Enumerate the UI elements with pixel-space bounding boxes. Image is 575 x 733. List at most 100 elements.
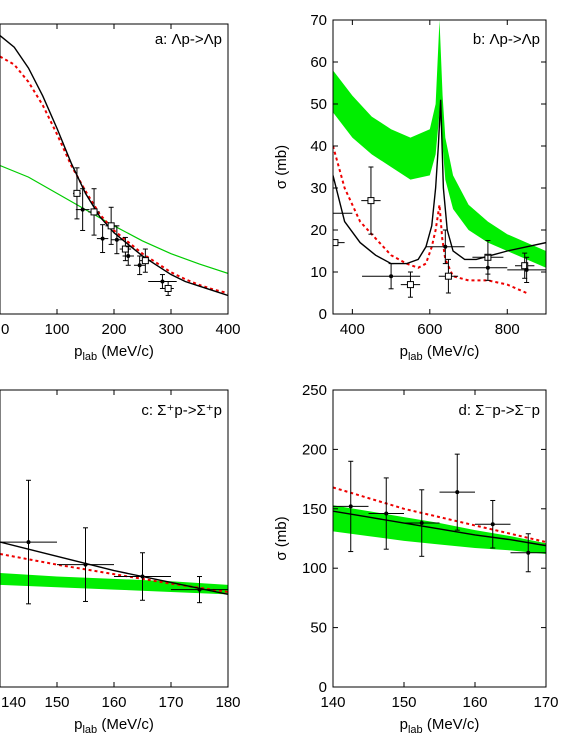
- plot-frame: [332, 389, 547, 688]
- uncertainty-band: [333, 20, 546, 268]
- x-tick-label: 180: [215, 694, 240, 711]
- dot-marker: [524, 267, 529, 272]
- y-tick-label: 30: [310, 180, 327, 197]
- square-marker: [107, 222, 115, 230]
- dot-marker: [389, 274, 394, 279]
- data-point: [333, 239, 345, 247]
- plot-frame: [0, 23, 229, 315]
- panel-title: d: Σ⁻p->Σ⁻p: [459, 402, 541, 419]
- data-point: [122, 246, 134, 266]
- data-point: [333, 460, 369, 553]
- data-point: [425, 229, 465, 265]
- green-curve: [0, 164, 228, 274]
- data-point: [475, 499, 511, 549]
- y-tick-label: 0: [319, 306, 327, 323]
- y-tick-label: 20: [310, 222, 327, 239]
- x-axis-label: plab (MeV/c): [74, 716, 154, 733]
- square-marker: [406, 281, 414, 289]
- dot-marker: [137, 263, 142, 268]
- y-tick-label: 200: [302, 441, 327, 458]
- x-tick-label: 0: [1, 321, 9, 338]
- y-tick-label: 40: [310, 138, 327, 155]
- data-point: [162, 281, 174, 296]
- x-tick-label: 100: [44, 321, 69, 338]
- data-point: [400, 271, 421, 298]
- y-axis-label: σ (mb): [273, 516, 290, 560]
- dot-marker: [348, 504, 353, 509]
- dot-marker: [490, 522, 495, 527]
- y-tick-label: 70: [310, 12, 327, 29]
- data-point: [510, 533, 546, 573]
- x-tick-label: 140: [320, 694, 345, 711]
- plot-area: [0, 479, 228, 605]
- chart-panel-3: 140 150 160 170 180 c: Σ⁺p->Σ⁺p plab (MeV/c): [0, 389, 241, 733]
- black-curve: [333, 510, 546, 547]
- panel-title: a: Λp->Λp: [155, 31, 222, 48]
- data-point: [111, 225, 123, 255]
- red-dashed-curve: [0, 55, 228, 295]
- square-marker: [333, 239, 339, 247]
- y-tick-label: 250: [302, 382, 327, 399]
- x-tick-label: 400: [215, 321, 240, 338]
- x-tick-label: 160: [462, 694, 487, 711]
- y-axis-label: σ (mb): [273, 145, 290, 189]
- plot-area: [333, 453, 546, 573]
- data-point: [171, 576, 228, 604]
- square-marker: [90, 208, 98, 216]
- y-tick-label: 50: [310, 96, 327, 113]
- black-curve: [0, 541, 228, 596]
- square-marker: [444, 272, 452, 280]
- square-marker: [521, 262, 529, 270]
- plot-frame: [0, 389, 229, 688]
- data-point: [148, 274, 177, 289]
- red-dashed-curve: [333, 145, 528, 294]
- data-point: [361, 166, 381, 235]
- dot-marker: [126, 254, 131, 258]
- x-tick-label: 140: [1, 694, 26, 711]
- data-point: [105, 206, 117, 245]
- panel-title: b: Λp->Λp: [473, 31, 540, 48]
- x-tick-label: 600: [417, 321, 442, 338]
- data-point: [133, 255, 146, 276]
- dot-marker: [140, 574, 145, 579]
- data-point: [96, 224, 109, 254]
- data-point: [119, 236, 132, 262]
- y-tick-label: 50: [310, 620, 327, 637]
- dot-marker: [384, 511, 389, 516]
- data-point: [139, 248, 152, 273]
- x-tick-label: 170: [533, 694, 558, 711]
- x-axis-label: plab (MeV/c): [74, 343, 154, 363]
- data-point: [57, 527, 114, 602]
- plot-area: [0, 35, 228, 297]
- data-point: [114, 552, 171, 601]
- dot-marker: [197, 587, 202, 592]
- y-tick-label: 0: [319, 679, 327, 696]
- y-tick-label: 150: [302, 501, 327, 518]
- panel-title: c: Σ⁺p->Σ⁺p: [141, 402, 222, 419]
- dot-marker: [114, 237, 119, 242]
- x-tick-label: 800: [495, 321, 520, 338]
- square-marker: [141, 257, 149, 265]
- plot-area: [333, 20, 546, 298]
- dot-marker: [419, 521, 424, 526]
- dot-marker: [100, 236, 105, 241]
- data-point: [439, 453, 475, 531]
- plot-frame: [332, 19, 547, 315]
- black-curve: [0, 35, 228, 297]
- dot-marker: [485, 265, 490, 270]
- data-point: [75, 188, 90, 231]
- data-point: [0, 479, 57, 605]
- data-point: [404, 489, 440, 557]
- dot-marker: [455, 490, 460, 495]
- square-marker: [164, 284, 172, 292]
- chart-panel-4: 140 150 160 170 0 50 100 150 200 250 d: Σ⁻p->Σ⁻p pl…: [273, 382, 559, 733]
- x-tick-label: 300: [158, 321, 183, 338]
- x-axis-label: plab (MeV/c): [400, 716, 480, 733]
- y-tick-label: 100: [302, 560, 327, 577]
- x-axis-label: plab (MeV/c): [400, 343, 480, 363]
- x-tick-label: 160: [101, 694, 126, 711]
- chart-panel-2: 400 600 800 0 10 20 30 40 50 60 70 b: Λp->Λp plab (M…: [273, 12, 547, 363]
- x-tick-label: 150: [44, 694, 69, 711]
- data-point: [507, 256, 546, 283]
- data-point: [72, 167, 81, 220]
